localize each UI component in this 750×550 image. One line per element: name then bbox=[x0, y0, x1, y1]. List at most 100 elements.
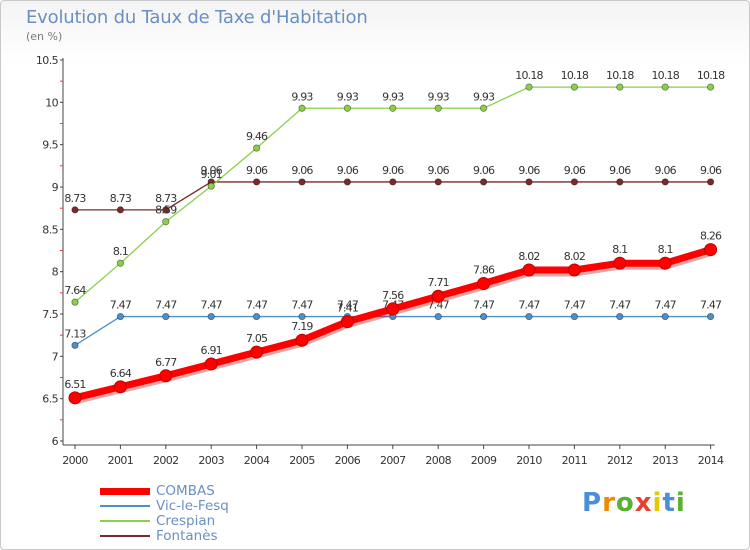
data-point bbox=[479, 178, 488, 186]
legend-label: Crespian bbox=[156, 513, 216, 529]
chart-title: Evolution du Taux de Taxe d'Habitation bbox=[26, 7, 368, 28]
combas-data-point bbox=[159, 369, 173, 383]
data-label: 7.47 bbox=[201, 299, 223, 312]
legend-swatch bbox=[100, 520, 150, 522]
x-tick-label: 2005 bbox=[289, 454, 315, 467]
data-label: 9.06 bbox=[428, 164, 450, 177]
legend-swatch bbox=[100, 535, 150, 537]
logo-letter: r bbox=[602, 488, 616, 518]
data-label: 8.02 bbox=[518, 250, 539, 263]
data-label: 7.86 bbox=[473, 264, 495, 277]
combas-data-point bbox=[567, 263, 581, 277]
combas-data-point bbox=[68, 391, 82, 405]
data-point bbox=[570, 312, 579, 321]
legend-swatch bbox=[100, 505, 150, 507]
data-point bbox=[479, 312, 488, 321]
logo-letter: x bbox=[634, 488, 653, 518]
data-label: 7.47 bbox=[473, 299, 495, 312]
y-tick-label: 7.5 bbox=[42, 308, 58, 321]
data-label: 8.73 bbox=[64, 192, 86, 205]
data-point bbox=[389, 104, 397, 112]
data-point bbox=[706, 312, 715, 321]
y-tick-label: 6.5 bbox=[42, 393, 58, 406]
data-label: 10.18 bbox=[651, 69, 679, 82]
x-tick-label: 2011 bbox=[562, 454, 588, 467]
data-label: 8.73 bbox=[110, 192, 132, 205]
data-point bbox=[116, 206, 125, 214]
data-label: 7.47 bbox=[609, 299, 631, 312]
data-point bbox=[71, 298, 79, 306]
data-label: 7.47 bbox=[564, 299, 586, 312]
data-point bbox=[570, 83, 579, 91]
data-label: 7.47 bbox=[337, 299, 359, 312]
data-point bbox=[253, 312, 261, 321]
legend-label: COMBAS bbox=[156, 483, 215, 499]
x-tick-label: 2010 bbox=[516, 454, 542, 467]
x-tick-label: 2002 bbox=[153, 454, 179, 467]
data-label: 10.18 bbox=[561, 69, 589, 82]
data-label: 10.18 bbox=[515, 69, 543, 82]
x-tick-label: 2012 bbox=[607, 454, 633, 467]
data-label: 9.46 bbox=[246, 130, 268, 143]
data-label: 9.01 bbox=[201, 168, 222, 181]
legend-swatch bbox=[100, 488, 150, 495]
combas-data-point bbox=[204, 357, 218, 371]
y-tick-label: 10.5 bbox=[36, 54, 59, 67]
data-point bbox=[661, 83, 669, 91]
data-point bbox=[116, 259, 125, 267]
x-tick-label: 2006 bbox=[335, 454, 361, 467]
data-label: 9.93 bbox=[291, 90, 313, 103]
logo-letter: P bbox=[582, 488, 603, 518]
combas-data-point bbox=[431, 289, 445, 303]
y-tick-label: 9.5 bbox=[42, 139, 58, 152]
combas-data-point bbox=[250, 345, 264, 359]
combas-data-point bbox=[613, 256, 627, 270]
data-label: 9.06 bbox=[655, 164, 677, 177]
data-label: 8.1 bbox=[612, 243, 627, 256]
data-label: 9.06 bbox=[609, 164, 631, 177]
data-point bbox=[162, 218, 170, 226]
data-point bbox=[253, 144, 261, 152]
data-label: 8.26 bbox=[700, 230, 722, 243]
x-tick-label: 2004 bbox=[244, 454, 270, 467]
data-point bbox=[616, 178, 624, 186]
x-tick-label: 2007 bbox=[380, 454, 406, 467]
proxiti-logo: Proxiti bbox=[582, 488, 686, 518]
logo-letter: i bbox=[675, 488, 686, 518]
data-point bbox=[389, 178, 397, 186]
x-tick-label: 2008 bbox=[425, 454, 451, 467]
y-tick-label: 9 bbox=[52, 181, 59, 194]
data-label: 7.13 bbox=[64, 327, 86, 340]
data-point bbox=[661, 178, 669, 186]
data-point bbox=[343, 178, 351, 186]
y-tick-label: 8 bbox=[52, 266, 59, 279]
data-point bbox=[207, 182, 215, 190]
x-tick-label: 2001 bbox=[108, 454, 134, 467]
data-point bbox=[298, 312, 306, 321]
data-point bbox=[116, 312, 125, 321]
data-label: 8.73 bbox=[155, 192, 177, 205]
chart-unit-label: (en %) bbox=[26, 30, 63, 43]
data-point bbox=[616, 83, 624, 91]
legend-label: Fontanès bbox=[156, 528, 218, 544]
data-point bbox=[71, 341, 79, 349]
data-label: 9.93 bbox=[473, 90, 495, 103]
data-point bbox=[525, 178, 533, 186]
data-label: 6.77 bbox=[155, 356, 177, 369]
y-tick-label: 10 bbox=[45, 96, 58, 109]
x-tick-label: 2013 bbox=[652, 454, 678, 467]
data-label: 8.59 bbox=[155, 204, 177, 217]
logo-letter: i bbox=[652, 488, 663, 518]
data-label: 7.47 bbox=[428, 299, 450, 312]
combas-data-point bbox=[704, 243, 718, 257]
data-point bbox=[570, 178, 579, 186]
data-label: 7.71 bbox=[428, 276, 449, 289]
data-point bbox=[71, 206, 79, 214]
logo-letter: o bbox=[615, 488, 635, 518]
x-tick-label: 2000 bbox=[62, 454, 88, 467]
data-label: 7.47 bbox=[518, 299, 540, 312]
data-label: 9.06 bbox=[564, 164, 586, 177]
data-point bbox=[207, 312, 215, 321]
data-label: 9.06 bbox=[337, 164, 359, 177]
data-label: 8.02 bbox=[564, 250, 585, 263]
